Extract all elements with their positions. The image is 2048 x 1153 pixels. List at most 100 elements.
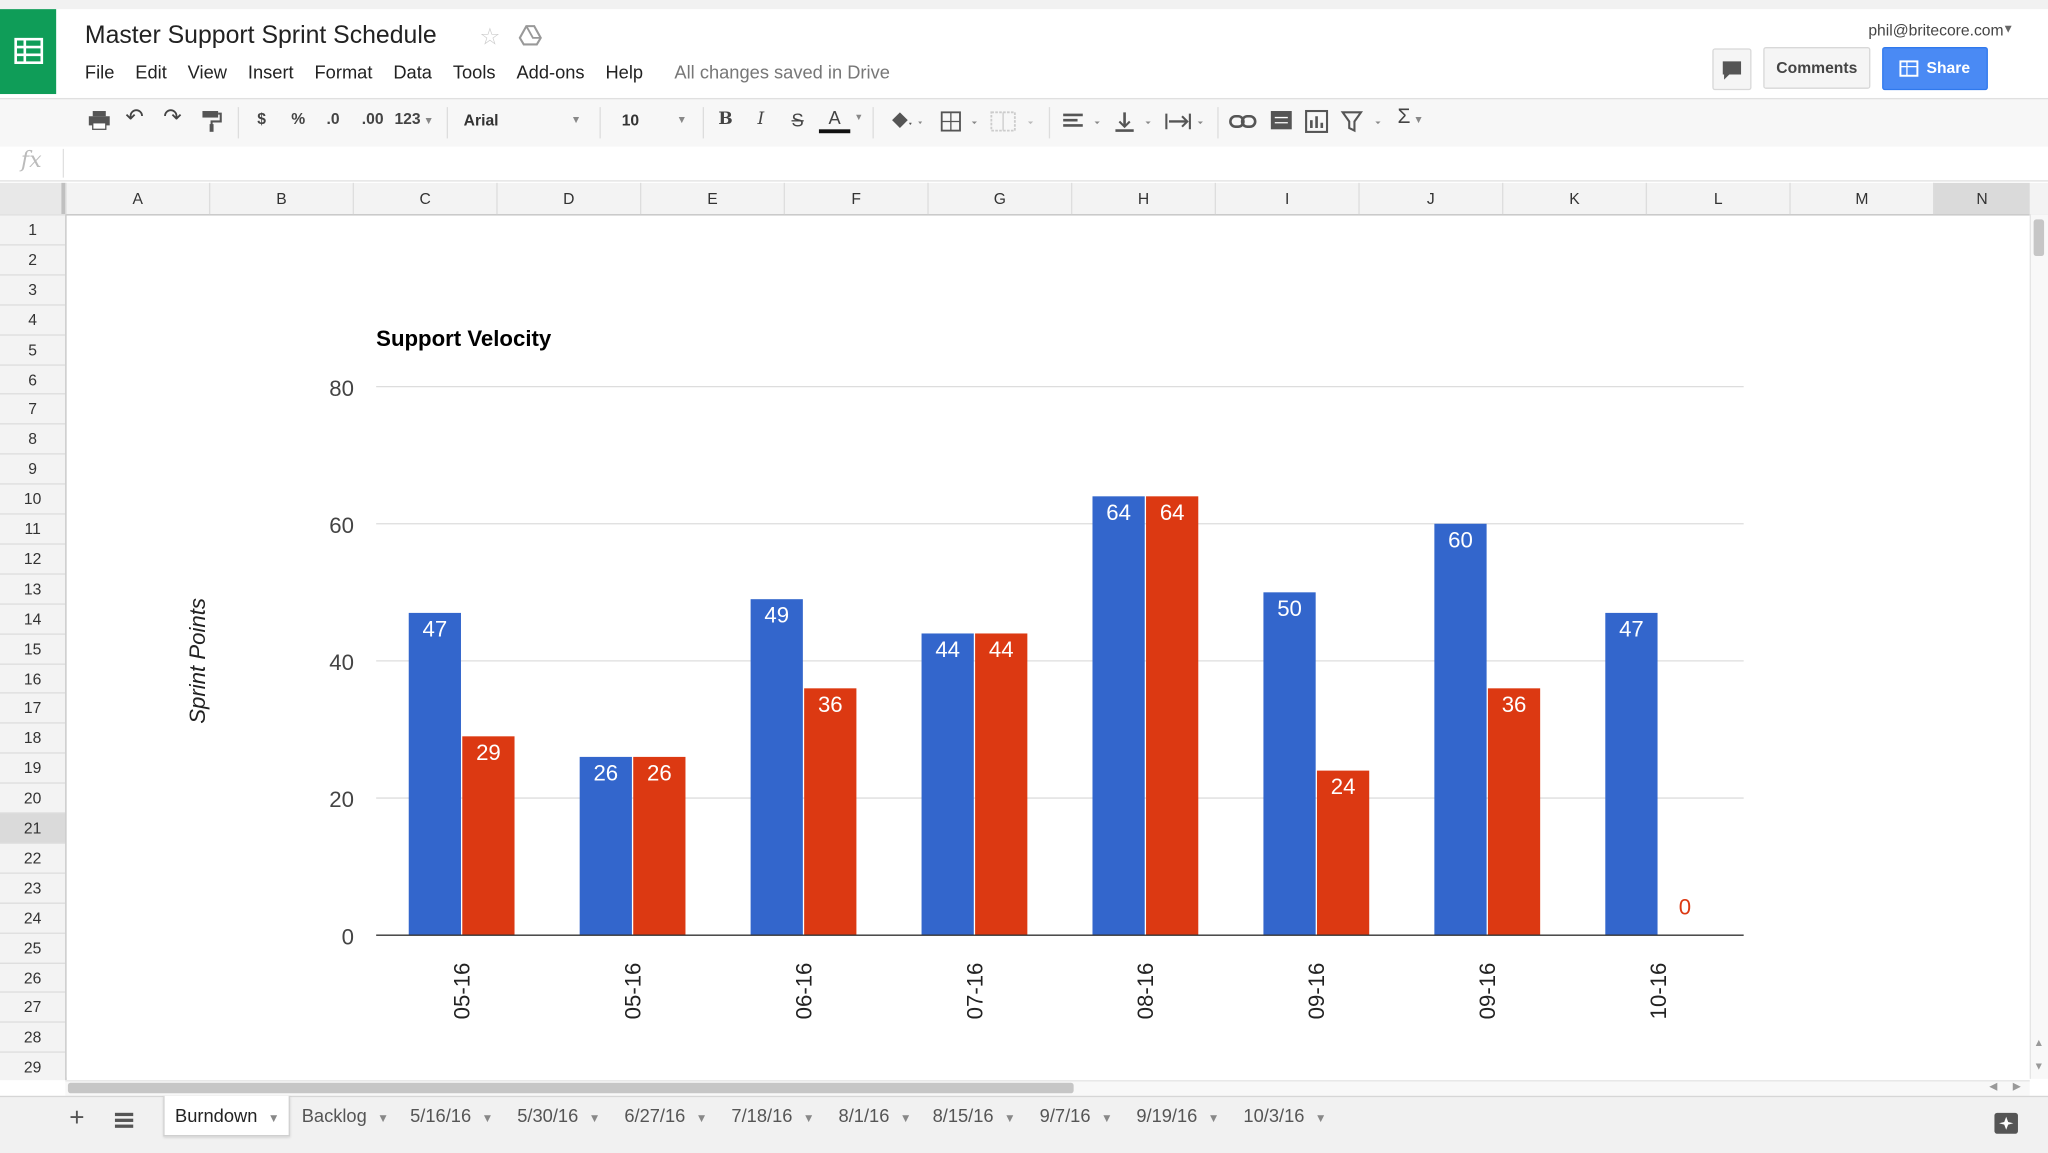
row-header-24[interactable]: 24 bbox=[0, 902, 66, 932]
font-size-dropdown[interactable]: 10 ▼ bbox=[622, 106, 687, 137]
all-sheets-icon[interactable] bbox=[114, 1112, 135, 1137]
menu-edit[interactable]: Edit bbox=[135, 61, 167, 83]
column-header-n[interactable]: N bbox=[1933, 182, 2030, 215]
chart-bar[interactable] bbox=[921, 633, 974, 936]
column-header-m[interactable]: M bbox=[1789, 182, 1933, 215]
italic-button[interactable]: I bbox=[757, 109, 765, 130]
dropdown-caret-icon[interactable]: ▼ bbox=[854, 113, 864, 123]
sheet-tab-menu-icon[interactable]: ▼ bbox=[481, 1111, 494, 1125]
scroll-up-icon[interactable]: ▲ bbox=[2033, 1037, 2044, 1049]
row-header-2[interactable]: 2 bbox=[0, 244, 66, 274]
chart-bar[interactable] bbox=[408, 612, 461, 936]
insert-comment-icon[interactable] bbox=[1268, 110, 1294, 137]
chart-bar[interactable] bbox=[750, 599, 803, 936]
menu-view[interactable]: View bbox=[187, 61, 227, 83]
sheet-tab-menu-icon[interactable]: ▼ bbox=[1207, 1111, 1220, 1125]
row-header-22[interactable]: 22 bbox=[0, 842, 66, 872]
chart-bar[interactable] bbox=[1092, 496, 1145, 936]
menu-insert[interactable]: Insert bbox=[247, 61, 294, 83]
document-title[interactable]: Master Support Sprint Schedule bbox=[84, 22, 437, 50]
column-header-h[interactable]: H bbox=[1071, 182, 1215, 215]
sheet-tab-menu-icon[interactable]: ▼ bbox=[1314, 1111, 1327, 1125]
column-header-a[interactable]: A bbox=[65, 182, 209, 215]
explore-icon[interactable] bbox=[1993, 1112, 2019, 1145]
row-header-14[interactable]: 14 bbox=[0, 603, 66, 633]
row-header-23[interactable]: 23 bbox=[0, 872, 66, 902]
row-header-21[interactable]: 21 bbox=[0, 812, 66, 843]
move-to-folder-icon[interactable] bbox=[518, 24, 543, 54]
more-formats-button[interactable]: 123 ▼ bbox=[394, 109, 434, 128]
row-header-1[interactable]: 1 bbox=[0, 214, 66, 244]
sheet-tab[interactable]: Backlog ▼ bbox=[291, 1096, 398, 1136]
chart-bar[interactable] bbox=[804, 688, 857, 936]
row-header-26[interactable]: 26 bbox=[0, 961, 66, 992]
user-email[interactable]: phil@britecore.com bbox=[1868, 20, 2004, 40]
sheet-tab[interactable]: 10/3/16 ▼ bbox=[1233, 1096, 1339, 1136]
menu-help[interactable]: Help bbox=[605, 61, 644, 83]
row-header-29[interactable]: 29 bbox=[0, 1051, 66, 1080]
print-icon[interactable] bbox=[88, 110, 112, 135]
chart-bar[interactable] bbox=[1316, 770, 1370, 936]
insert-link-icon[interactable] bbox=[1229, 110, 1258, 137]
row-header-17[interactable]: 17 bbox=[0, 692, 66, 723]
scroll-down-icon[interactable]: ▼ bbox=[2033, 1060, 2044, 1073]
row-header-18[interactable]: 18 bbox=[0, 722, 66, 753]
row-header-4[interactable]: 4 bbox=[0, 303, 66, 334]
menu-add-ons[interactable]: Add-ons bbox=[516, 61, 585, 83]
sheets-logo[interactable] bbox=[0, 9, 57, 95]
row-header-3[interactable]: 3 bbox=[0, 274, 66, 304]
column-header-g[interactable]: G bbox=[927, 182, 1071, 215]
row-header-9[interactable]: 9 bbox=[0, 453, 66, 483]
fill-color-icon[interactable] bbox=[888, 110, 925, 137]
sheet-tab-menu-icon[interactable]: ▼ bbox=[377, 1111, 389, 1125]
row-header-27[interactable]: 27 bbox=[0, 991, 66, 1022]
column-header-j[interactable]: J bbox=[1358, 182, 1502, 215]
row-header-25[interactable]: 25 bbox=[0, 932, 66, 962]
chart-bar[interactable] bbox=[633, 756, 686, 936]
sheet-tab-menu-icon[interactable]: ▼ bbox=[1100, 1111, 1113, 1125]
functions-button[interactable]: Σ ▼ bbox=[1397, 105, 1424, 128]
sheet-tab[interactable]: 5/30/16 ▼ bbox=[507, 1096, 613, 1136]
chart-bar[interactable] bbox=[1263, 592, 1316, 936]
row-header-6[interactable]: 6 bbox=[0, 363, 66, 394]
row-header-15[interactable]: 15 bbox=[0, 632, 66, 663]
column-header-i[interactable]: I bbox=[1214, 182, 1359, 215]
row-header-10[interactable]: 10 bbox=[0, 483, 66, 513]
row-header-7[interactable]: 7 bbox=[0, 393, 66, 424]
sheet-tab[interactable]: Burndown ▼ bbox=[163, 1095, 290, 1137]
column-header-e[interactable]: E bbox=[639, 182, 784, 215]
row-header-19[interactable]: 19 bbox=[0, 752, 66, 783]
row-header-8[interactable]: 8 bbox=[0, 423, 66, 454]
text-wrapping-icon[interactable] bbox=[1164, 110, 1208, 137]
chat-button[interactable] bbox=[1712, 48, 1752, 91]
menu-format[interactable]: Format bbox=[314, 61, 373, 83]
sheet-tab-menu-icon[interactable]: ▼ bbox=[899, 1111, 912, 1125]
percent-format-button[interactable]: % bbox=[291, 109, 306, 128]
bold-button[interactable]: B bbox=[718, 109, 733, 130]
account-caret-icon[interactable]: ▼ bbox=[2002, 22, 2015, 36]
row-header-16[interactable]: 16 bbox=[0, 662, 66, 693]
sheet-tab-menu-icon[interactable]: ▼ bbox=[695, 1111, 708, 1125]
chart-bar[interactable] bbox=[579, 756, 632, 936]
menu-file[interactable]: File bbox=[84, 61, 115, 83]
increase-decimals-button[interactable]: .00 bbox=[361, 109, 384, 128]
row-header-5[interactable]: 5 bbox=[0, 333, 66, 364]
filter-icon[interactable] bbox=[1340, 110, 1387, 137]
borders-icon[interactable] bbox=[940, 110, 982, 137]
row-header-28[interactable]: 28 bbox=[0, 1021, 66, 1052]
vertical-scrollbar[interactable] bbox=[2029, 214, 2048, 1079]
sheet-tab[interactable]: 8/15/16 ▼ bbox=[922, 1096, 1028, 1136]
redo-icon[interactable]: ↷ bbox=[163, 104, 182, 130]
column-header-b[interactable]: B bbox=[208, 182, 353, 215]
sheet-tab[interactable]: 7/18/16 ▼ bbox=[721, 1096, 827, 1136]
scroll-left-icon[interactable]: ◀ bbox=[1989, 1080, 1998, 1092]
sheet-tab[interactable]: 5/16/16 ▼ bbox=[400, 1096, 506, 1136]
font-family-dropdown[interactable]: Arial ▼ bbox=[464, 106, 582, 137]
sheet-tab-menu-icon[interactable]: ▼ bbox=[588, 1111, 601, 1125]
sheet-tab-menu-icon[interactable]: ▼ bbox=[1004, 1111, 1016, 1125]
comments-button[interactable]: Comments bbox=[1763, 47, 1871, 89]
vertical-scroll-thumb[interactable] bbox=[2033, 219, 2045, 256]
chart-bar[interactable] bbox=[975, 633, 1028, 936]
chart-bar[interactable] bbox=[1434, 523, 1487, 936]
